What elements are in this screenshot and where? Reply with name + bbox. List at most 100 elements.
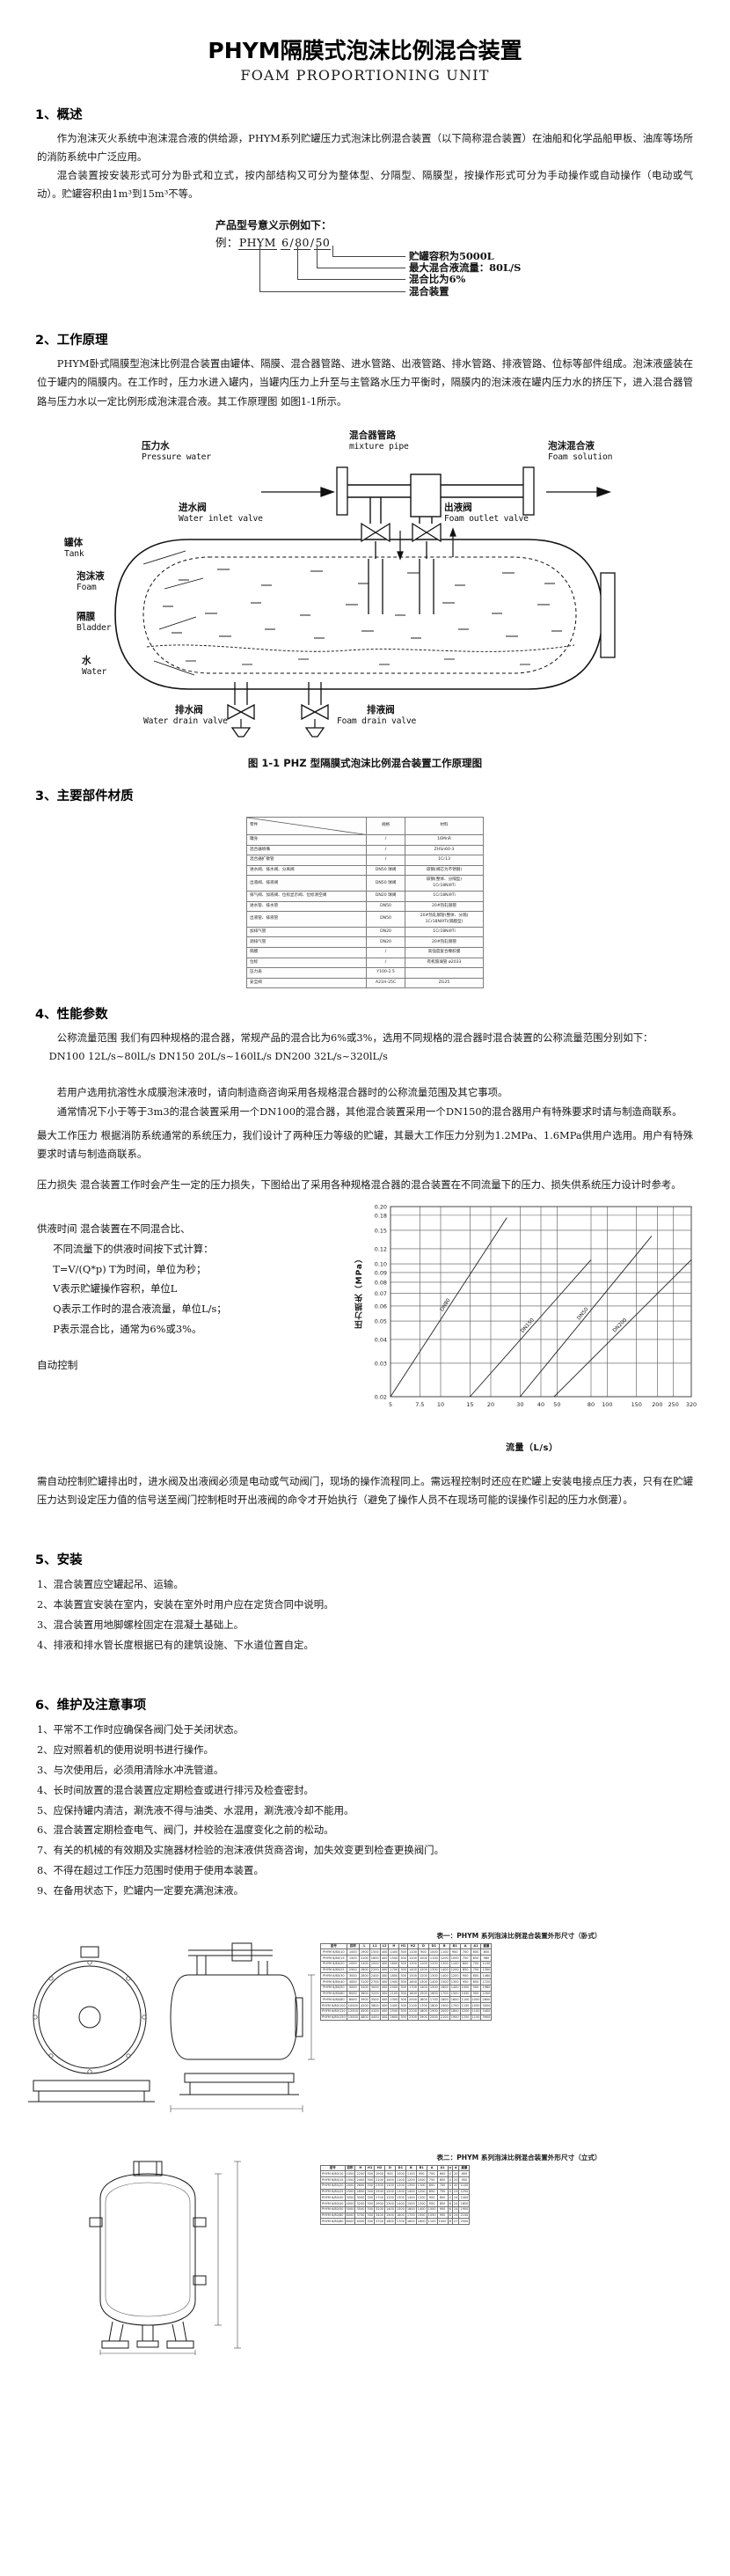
- spec-cell: 1980: [480, 1984, 493, 1992]
- page-title-en: FOAM PROPORTIONING UNIT: [240, 67, 490, 84]
- spec-cell: 400: [379, 1955, 390, 1962]
- spec-cell: 3400: [374, 2212, 385, 2220]
- spec-cell: 10000: [346, 2002, 360, 2009]
- spec-cell: 1900: [358, 1949, 370, 1956]
- spec-header-cell: H2: [374, 2164, 385, 2172]
- spec-cell: PHYM 6/80/10: [320, 2170, 346, 2178]
- table-row: PHYM 6/80/25 2500 2800 300 2500 1200 1300 1400 1…: [320, 2188, 471, 2196]
- spec-cell: 2200: [358, 1955, 370, 1962]
- spec-cell: 1000: [459, 1984, 471, 1992]
- materials-table-body: 零件 规格 材料 罐身/16MnR 混合器喷嘴 / ZHSn60-3 混合器扩散管/1C…: [245, 816, 484, 989]
- overview-paragraph-1: 作为泡沫灭火系统中泡沫混合液的供给源，PHYM系列贮罐压力式泡沫比例混合装置（以…: [37, 132, 693, 164]
- spec-cell: 1500: [407, 1972, 419, 1980]
- leader-line-4: [259, 246, 405, 293]
- spec-header-cell: d: [451, 2164, 460, 2172]
- chart-y-tick-label: 0.03: [375, 1361, 387, 1368]
- table-row: PHYM 6/80/50 5000 3500 300 3200 1400 1500 1600 1…: [320, 2205, 471, 2213]
- spec-cell: 4000: [354, 2218, 367, 2226]
- chart-x-tick-label: 250: [668, 1401, 679, 1408]
- spec-cell: 2200: [369, 1966, 381, 1974]
- spec-cell: 1500: [417, 1990, 429, 1998]
- spec-cell: 1000: [427, 1949, 440, 1956]
- diagram-label-water-drain-valve: 排水阀 Water drain valve: [143, 704, 228, 726]
- spec-cell: 4000: [344, 2200, 356, 2207]
- materials-material-cell: ZG25: [405, 977, 484, 989]
- materials-material-cell: [405, 967, 484, 979]
- spec-cell: 4200: [358, 2002, 370, 2009]
- spec-cell: 400: [379, 1996, 390, 2004]
- spec-cell: 1200: [438, 1955, 450, 1962]
- spec-header-cell: D: [383, 2164, 396, 2172]
- section-heading-installation: 5、安装: [35, 1553, 83, 1568]
- spec-table-2: 型号 容积 H H1 H2 D D1 B B1 A A1 n d 重量 PHYM 6/80/10 1000 22…: [320, 2164, 471, 2226]
- spec-cell: 1500: [394, 2205, 406, 2213]
- spec-cell: 800: [470, 1972, 482, 1980]
- spec-cell: 1200: [449, 1972, 461, 1980]
- spec-cell: 3400: [480, 2007, 493, 2015]
- spec-cell: 3200: [374, 2205, 385, 2213]
- spec-cell: 5000: [346, 1984, 360, 1992]
- spec-header-cell: H: [354, 2164, 367, 2172]
- materials-table-wrap: 零件 规格 材料 罐身/16MnR 混合器喷嘴 / ZHSn60-3 混合器扩散管/1C…: [0, 816, 730, 989]
- spec-cell: 4500: [358, 2007, 370, 2015]
- spec-header-cell: H1: [365, 2164, 376, 2172]
- spec-header-cell: 重量: [458, 2164, 471, 2172]
- materials-part-cell: 排气阀、加液阀、位标显示阀、位标清空阀: [245, 891, 368, 902]
- spec-cell: 1800: [438, 1996, 450, 2004]
- spec-cell: 1100: [407, 1949, 419, 1956]
- table-row: 排气阀、加液阀、位标显示阀、位标清空阀 DN20 球阀 1Cr18Ni9Ti: [245, 891, 484, 902]
- table-row: PHYM 6/80/15 1500 2400 300 2100 1000 1100 1200 1…: [320, 2176, 471, 2183]
- horizontal-tank-drawing: [16, 1931, 315, 2128]
- spec-cell: 1200: [459, 2007, 471, 2015]
- spec-cell: 2100: [374, 2176, 385, 2183]
- spec-cell: 1600: [417, 1996, 429, 2004]
- model-code-b: 80: [294, 236, 310, 251]
- materials-header-spec: 规格: [366, 816, 406, 836]
- leader-line-3: [297, 246, 405, 281]
- spec-cell: 1100: [459, 1996, 471, 2004]
- installation-item-0: 1、混合装置应空罐起吊、运输。: [37, 1578, 184, 1591]
- spec-cell: 750: [470, 1966, 482, 1974]
- spec-cell: 1800: [449, 2007, 461, 2015]
- spec-cell: 400: [379, 2007, 390, 2015]
- spec-cell: 2000: [369, 1960, 381, 1968]
- auto-control-paragraph: 需自动控制贮罐排出时，进水阀及出液阀必须是电动或气动阀门，现场的操作流程同上。需…: [37, 1474, 693, 1507]
- spec-cell: 1300: [417, 1978, 429, 1985]
- spec-header-cell: A1: [436, 2164, 449, 2172]
- spec-cell: 2600: [358, 1966, 370, 1974]
- spec-cell: 1400: [427, 1978, 440, 1985]
- materials-spec-cell: /: [366, 957, 406, 969]
- maintenance-item-6: 7、有关的机械的有效期及实施器材检验的泡沫液供货商咨询，加失效变更到检查更换阀门…: [37, 1844, 444, 1857]
- spec-cell: 4000: [346, 1978, 360, 1985]
- materials-material-cell: 16MnR: [405, 834, 484, 846]
- principle-diagram: 压力水 Pressure water 混合器管路 mixture pipe 泡沫…: [31, 425, 699, 751]
- spec-cell: 1460: [480, 1972, 493, 1980]
- spec-header-cell: D: [417, 1942, 429, 1950]
- spec-cell: 2300: [374, 2182, 385, 2190]
- model-code-diagram: 产品型号意义示例如下： 例：PHYM 6/80/50 贮罐容积为5000L 最大…: [0, 217, 730, 314]
- spec-cell: 1000: [394, 2170, 406, 2178]
- spec-cell: PHYM 6/80/100: [320, 2002, 347, 2009]
- spec-cell: 3400: [358, 1984, 370, 1992]
- supply-time-calculation: 供液时间 混合装置在不同混合比、 不同流量下的供液时间按下式计算： T=V/(Q…: [37, 1219, 310, 1376]
- materials-spec-cell: /: [366, 947, 406, 958]
- spec-cell: 2500: [346, 1966, 360, 1974]
- materials-part-cell: 压力表: [245, 967, 368, 979]
- chart-x-tick-label: 40: [537, 1401, 544, 1408]
- spec-cell: 300: [398, 1966, 408, 1974]
- auto-control-heading: 自动控制: [37, 1358, 78, 1371]
- spec-cell: 1300: [427, 1966, 440, 1974]
- spec-cell: 300: [365, 2205, 376, 2213]
- spec-cell: 980: [480, 1955, 493, 1962]
- performance-max-pressure: 最大工作压力 根据消防系统通常的系统压力，我们设计了两种压力等级的贮罐，其最大工…: [37, 1128, 693, 1160]
- spec-cell: 1500: [388, 1955, 400, 1962]
- spec-table-1-caption: 表一：PHYM 系列泡沫比例混合装置外形尺寸（卧式）: [436, 1931, 602, 1940]
- materials-corner-cell: 零件: [245, 816, 368, 836]
- spec-header-cell: A: [459, 1942, 471, 1950]
- spec-cell: 1700: [394, 2218, 406, 2226]
- spec-cell: 1400: [405, 2194, 417, 2202]
- diagram-label-foam-drain-valve: 排液阀 Foam drain valve: [337, 704, 417, 726]
- diagram-label-mixture-pipe: 混合器管路 mixture pipe: [349, 429, 409, 451]
- table-row: 压力表 Y100-2.5: [245, 967, 484, 979]
- model-code-title: 产品型号意义示例如下：: [215, 219, 332, 232]
